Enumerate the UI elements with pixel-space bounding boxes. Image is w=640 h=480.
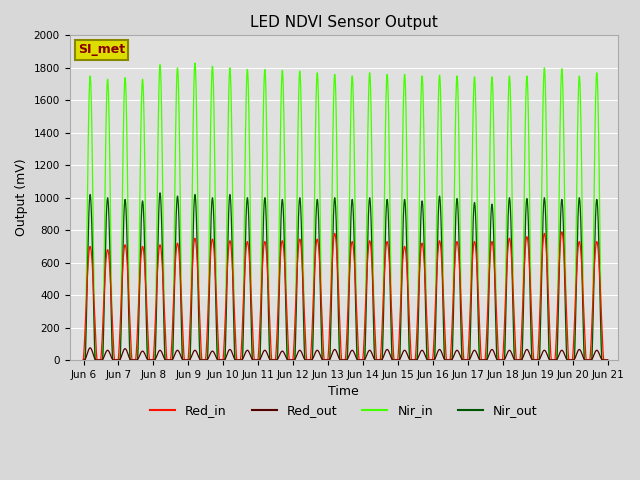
Nir_out: [370, 329, 378, 335]
Red_out: [544, 354, 552, 360]
Red_out: [395, 357, 403, 363]
Nir_out: [432, 306, 440, 312]
Nir_in: [191, 60, 198, 66]
Nir_in: [87, 91, 95, 97]
Line: Red_in: Red_in: [83, 232, 607, 360]
Nir_in: [604, 357, 611, 363]
Nir_in: [370, 307, 378, 312]
Y-axis label: Output (mV): Output (mV): [15, 159, 28, 237]
Red_in: [371, 331, 379, 336]
Nir_out: [87, 202, 95, 208]
Red_in: [88, 251, 95, 256]
Nir_out: [191, 192, 199, 197]
X-axis label: Time: Time: [328, 385, 359, 398]
Legend: Red_in, Red_out, Nir_in, Nir_out: Red_in, Red_out, Nir_in, Nir_out: [145, 399, 543, 422]
Red_in: [558, 229, 566, 235]
Red_out: [604, 357, 611, 363]
Nir_out: [604, 357, 611, 363]
Red_in: [431, 325, 438, 331]
Red_in: [191, 236, 198, 242]
Red_out: [79, 357, 87, 363]
Nir_in: [266, 318, 273, 324]
Nir_out: [156, 190, 164, 196]
Red_out: [209, 348, 216, 354]
Nir_out: [265, 335, 273, 341]
Nir_out: [536, 347, 544, 353]
Red_in: [604, 357, 611, 363]
Text: SI_met: SI_met: [77, 44, 125, 57]
Red_out: [185, 357, 193, 363]
Line: Nir_out: Nir_out: [83, 193, 607, 360]
Line: Red_out: Red_out: [83, 348, 607, 360]
Red_out: [86, 345, 94, 351]
Nir_in: [536, 338, 543, 344]
Red_out: [552, 357, 560, 363]
Title: LED NDVI Sensor Output: LED NDVI Sensor Output: [250, 15, 438, 30]
Nir_in: [79, 357, 87, 363]
Red_in: [534, 353, 541, 359]
Red_in: [79, 357, 87, 363]
Nir_in: [432, 268, 440, 274]
Nir_out: [79, 357, 87, 363]
Line: Nir_in: Nir_in: [83, 63, 607, 360]
Nir_in: [191, 61, 198, 67]
Red_out: [575, 348, 582, 353]
Red_in: [267, 336, 275, 342]
